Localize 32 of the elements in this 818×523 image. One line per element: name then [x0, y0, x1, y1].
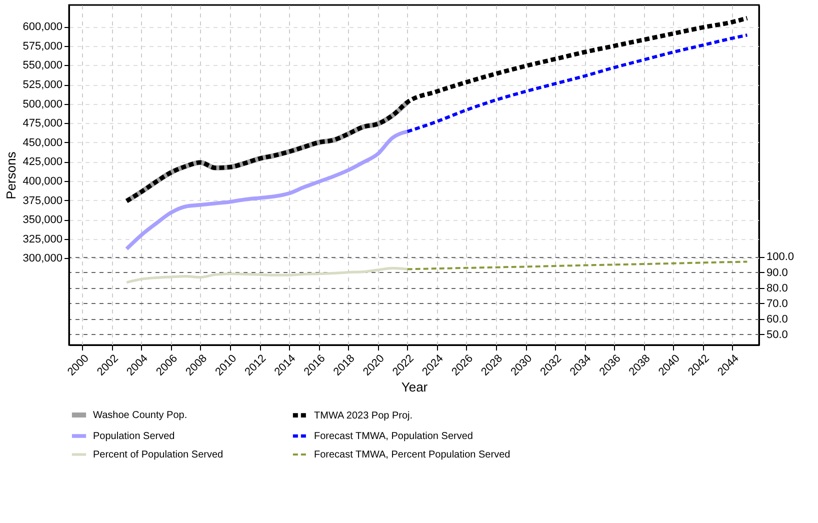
y2-tick-label: 50.0 — [766, 328, 788, 341]
legend-label: Forecast TMWA, Percent Population Served — [314, 450, 510, 460]
y2-tick-label: 70.0 — [766, 298, 788, 310]
y2-tick-label: 100.0 — [766, 251, 794, 264]
y-tick-label: 300,000 — [22, 252, 62, 265]
legend-label: Washoe County Pop. — [93, 410, 188, 421]
y-axis-title: Persons — [4, 151, 19, 200]
legend-label: Population Served — [93, 431, 175, 442]
y-tick-label: 500,000 — [22, 98, 62, 110]
y-tick-label: 375,000 — [22, 194, 62, 207]
y2-tick-label: 90.0 — [766, 266, 788, 279]
y2-tick-label: 60.0 — [766, 313, 788, 326]
legend-label: TMWA 2023 Pop Proj. — [314, 410, 413, 422]
y-tick-label: 475,000 — [22, 118, 62, 130]
legend-label: Percent of Population Served — [93, 450, 224, 460]
y-tick-label: 350,000 — [22, 214, 62, 226]
y-tick-label: 525,000 — [22, 79, 62, 91]
line-series — [125, 266, 409, 284]
line-series — [124, 130, 410, 251]
y-tick-label: 575,000 — [22, 40, 62, 52]
line-series — [406, 34, 749, 134]
line-series — [124, 16, 750, 204]
line-series — [406, 260, 748, 270]
y-tick-label: 425,000 — [22, 156, 62, 168]
y-tick-label: 600,000 — [22, 21, 62, 34]
y2-tick-label: 80.0 — [766, 282, 788, 294]
y-tick-label: 450,000 — [22, 136, 62, 149]
x-axis-title: Year — [401, 380, 428, 395]
y-tick-label: 550,000 — [22, 60, 62, 72]
legend-label: Forecast TMWA, Population Served — [314, 431, 473, 442]
y-tick-label: 325,000 — [22, 233, 62, 246]
y-tick-label: 400,000 — [22, 175, 62, 188]
